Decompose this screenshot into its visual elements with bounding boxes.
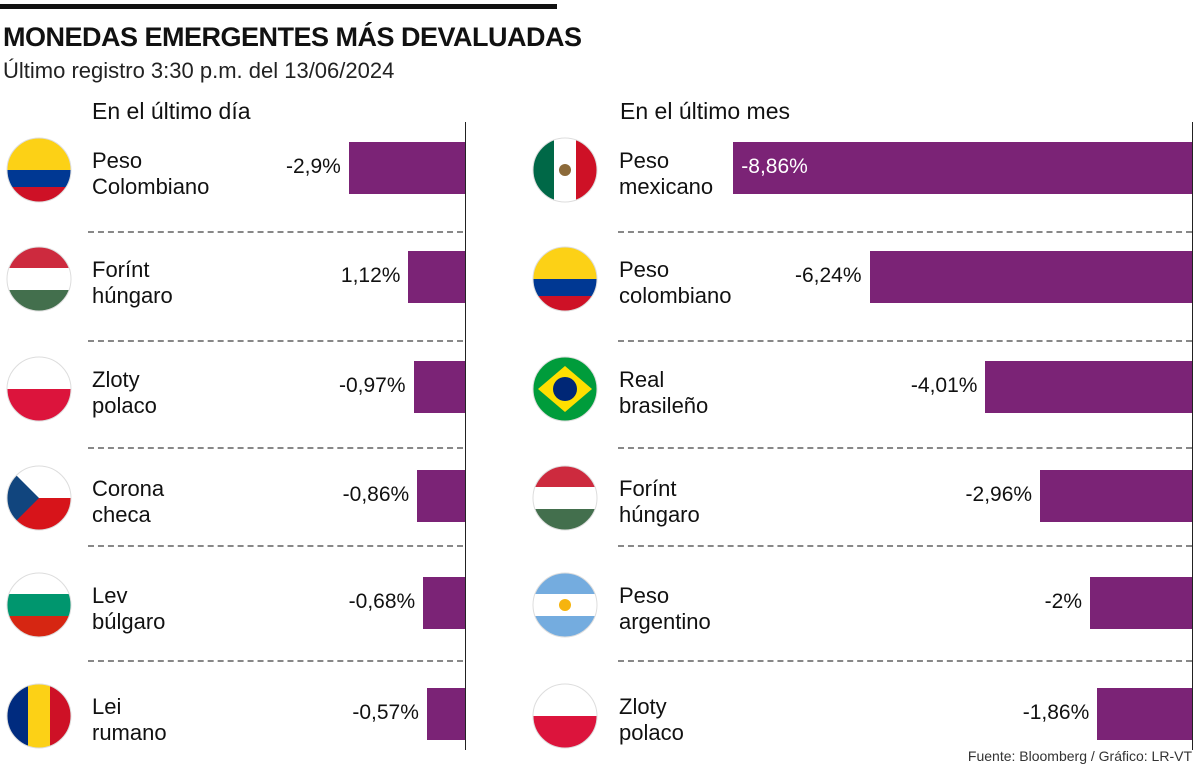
data-label: -4,01% xyxy=(910,374,978,397)
category-label: Lev búlgaro xyxy=(92,583,165,635)
category-label: Peso colombiano xyxy=(619,257,732,309)
axis-month xyxy=(1192,122,1193,750)
chart-subtitle: Último registro 3:30 p.m. del 13/06/2024 xyxy=(3,58,395,83)
data-label: -2% xyxy=(1044,590,1082,613)
data-label: -0,68% xyxy=(348,590,416,613)
panel-title-day: En el último día xyxy=(92,98,251,124)
data-label: -1,86% xyxy=(1022,701,1090,724)
data-label: -0,97% xyxy=(338,374,406,397)
category-label-line: Corona xyxy=(92,476,165,501)
category-label: Peso mexicano xyxy=(619,148,713,200)
category-label-line: polaco xyxy=(92,393,157,418)
czech-flag-icon xyxy=(6,465,72,531)
category-label: Corona checa xyxy=(92,476,164,528)
category-label-line: rumano xyxy=(92,720,167,745)
category-label-line: Lei xyxy=(92,694,122,719)
bar xyxy=(985,361,1192,413)
data-label: 1,12% xyxy=(340,264,401,287)
category-label-line: Peso xyxy=(92,148,143,173)
bar xyxy=(733,142,1192,194)
category-label: Forínt húngaro xyxy=(92,257,173,309)
bar xyxy=(426,688,465,740)
row-separator xyxy=(88,660,463,662)
data-label: -6,24% xyxy=(794,264,862,287)
category-label-line: colombiano xyxy=(619,283,732,308)
argentina-flag-icon xyxy=(532,572,598,638)
panel-title-month: En el último mes xyxy=(620,98,791,124)
axis-day xyxy=(465,122,466,750)
category-label: Zloty polaco xyxy=(619,694,684,746)
poland-flag-icon xyxy=(532,683,598,749)
category-label: Lei rumano xyxy=(92,694,167,746)
row-separator xyxy=(88,231,463,233)
row-separator xyxy=(618,231,1192,233)
bar xyxy=(417,470,465,522)
bar xyxy=(408,251,465,303)
chart-title: MONEDAS EMERGENTES MÁS DEVALUADAS xyxy=(3,22,582,52)
category-label: Forínt húngaro xyxy=(619,476,700,528)
row-separator xyxy=(618,660,1192,662)
data-label: -0,86% xyxy=(342,483,410,506)
category-label-line: checa xyxy=(92,502,151,527)
source-note: Fuente: Bloomberg / Gráfico: LR-VT xyxy=(967,748,1192,764)
category-label-line: polaco xyxy=(619,720,684,745)
category-label-line: Real xyxy=(619,367,665,392)
row-separator xyxy=(88,340,463,342)
category-label-line: Forínt xyxy=(619,476,677,501)
data-label: -8,86% xyxy=(741,155,808,178)
poland-flag-icon xyxy=(6,356,72,422)
category-label-line: Peso xyxy=(619,583,670,608)
category-label-line: Peso xyxy=(619,148,670,173)
category-label-line: Zloty xyxy=(619,694,667,719)
mexico-flag-icon xyxy=(532,137,598,203)
hungary-flag-icon xyxy=(532,465,598,531)
row-separator xyxy=(618,545,1192,547)
row-separator xyxy=(618,447,1192,449)
data-label: -2,9% xyxy=(285,155,341,178)
category-label-line: Peso xyxy=(619,257,670,282)
data-label: -2,96% xyxy=(965,483,1033,506)
row-separator xyxy=(88,545,463,547)
category-label-line: mexicano xyxy=(619,174,714,199)
category-label: Real brasileño xyxy=(619,367,708,419)
brazil-flag-icon xyxy=(532,356,598,422)
category-label-line: húngaro xyxy=(619,502,700,527)
top-rule xyxy=(0,4,557,9)
bar xyxy=(1097,688,1192,740)
category-label-line: argentino xyxy=(619,609,711,634)
bar xyxy=(1090,577,1192,629)
row-separator xyxy=(88,447,463,449)
category-label-line: Zloty xyxy=(92,367,140,392)
category-label: Peso argentino xyxy=(619,583,711,635)
category-label-line: húngaro xyxy=(92,283,173,308)
category-label: Zloty polaco xyxy=(92,367,157,419)
row-separator xyxy=(618,340,1192,342)
bulgaria-flag-icon xyxy=(6,572,72,638)
colombia-flag-icon xyxy=(532,246,598,312)
romania-flag-icon xyxy=(6,683,72,749)
category-label-line: Colombiano xyxy=(92,174,210,199)
category-label-line: búlgaro xyxy=(92,609,166,634)
data-label: -0,57% xyxy=(352,701,419,724)
bar xyxy=(413,361,465,413)
bar xyxy=(869,251,1192,303)
hungary-flag-icon xyxy=(6,246,72,312)
category-label-line: Forínt xyxy=(92,257,150,282)
bar xyxy=(348,142,465,194)
category-label-line: brasileño xyxy=(619,393,709,418)
category-label: Peso Colombiano xyxy=(92,148,209,200)
bar xyxy=(423,577,465,629)
colombia-flag-icon xyxy=(6,137,72,203)
bar xyxy=(1040,470,1192,522)
category-label-line: Lev xyxy=(92,583,128,608)
